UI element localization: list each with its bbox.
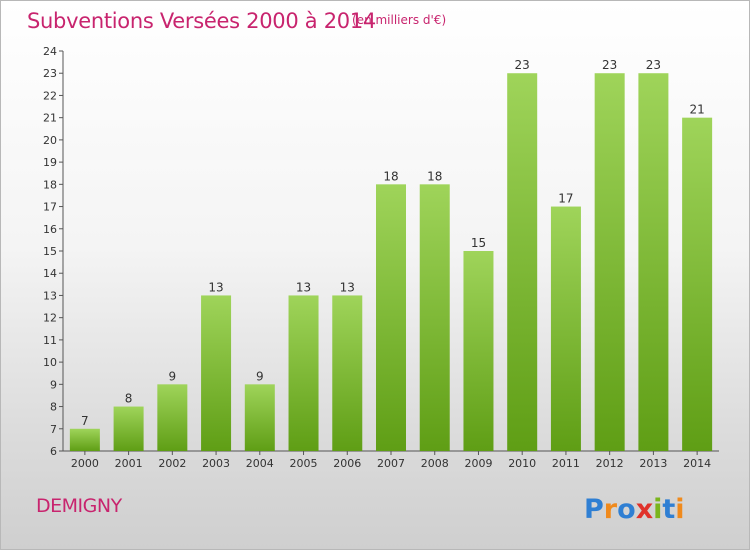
y-tick-label: 20 [43,134,57,147]
x-tick-label-2002: 2002 [158,457,186,470]
bar-2007[interactable] [376,184,406,452]
y-tick-label: 6 [50,445,57,458]
y-tick-label: 19 [43,156,57,169]
y-tick-label: 7 [50,423,57,436]
x-tick-label-2007: 2007 [377,457,405,470]
y-tick-label: 12 [43,312,57,325]
x-tick-label-2013: 2013 [639,457,667,470]
y-tick-label: 13 [43,289,57,302]
value-label-2013: 23 [646,58,661,72]
y-tick-label: 18 [43,178,57,191]
y-tick-label: 14 [43,267,57,280]
value-label-2003: 13 [208,280,223,294]
value-label-2005: 13 [296,280,311,294]
y-tick-label: 21 [43,112,57,125]
y-tick-label: 15 [43,245,57,258]
x-tick-label-2012: 2012 [596,457,624,470]
x-tick-label-2003: 2003 [202,457,230,470]
x-tick-label-2008: 2008 [421,457,449,470]
value-label-2004: 9 [256,369,264,383]
value-label-2012: 23 [602,58,617,72]
svg-text:Proxiti: Proxiti [584,494,685,525]
y-tick-label: 17 [43,201,57,214]
x-tick-label-2010: 2010 [508,457,536,470]
y-tick-label: 8 [50,401,57,414]
x-tick-label-2014: 2014 [683,457,711,470]
y-tick-label: 11 [43,334,57,347]
x-tick-label-2001: 2001 [115,457,143,470]
commune-name: DEMIGNY [36,495,122,517]
value-label-2000: 7 [81,414,89,428]
bar-2003[interactable] [201,295,232,451]
bar-2014[interactable] [682,117,713,452]
bar-2001[interactable] [113,406,144,451]
chart-title: Subventions Versées 2000 à 2014 [27,9,376,33]
value-label-2011: 17 [558,192,573,206]
y-tick-label: 23 [43,67,57,80]
y-tick-label: 9 [50,378,57,391]
bar-2005[interactable] [288,295,319,451]
x-tick-label-2009: 2009 [464,457,492,470]
value-label-2002: 9 [169,369,177,383]
bar-2008[interactable] [419,184,450,452]
unit-note: (en milliers d'€) [352,13,447,27]
value-label-2010: 23 [515,58,530,72]
value-label-2006: 13 [340,280,355,294]
value-label-2009: 15 [471,236,486,250]
proxiti-logo[interactable]: Proxiti [584,489,694,529]
y-tick-label: 10 [43,356,57,369]
x-tick-label-2004: 2004 [246,457,274,470]
bar-2002[interactable] [157,384,188,451]
x-tick-label-2005: 2005 [290,457,318,470]
bar-2004[interactable] [244,384,275,451]
bar-2013[interactable] [638,73,669,451]
y-tick-label: 22 [43,89,57,102]
bar-2012[interactable] [594,73,625,451]
bar-2006[interactable] [332,295,363,451]
x-tick-label-2011: 2011 [552,457,580,470]
bar-2000[interactable] [69,428,100,451]
value-label-2014: 21 [689,103,704,117]
x-tick-label-2006: 2006 [333,457,361,470]
y-tick-label: 16 [43,223,57,236]
value-label-2008: 18 [427,169,442,183]
value-label-2007: 18 [383,169,398,183]
value-label-2001: 8 [125,392,133,406]
bar-2009[interactable] [463,251,494,451]
bar-2010[interactable] [507,73,538,451]
x-tick-label-2000: 2000 [71,457,99,470]
y-tick-label: 24 [43,45,57,58]
bar-2011[interactable] [550,206,581,451]
